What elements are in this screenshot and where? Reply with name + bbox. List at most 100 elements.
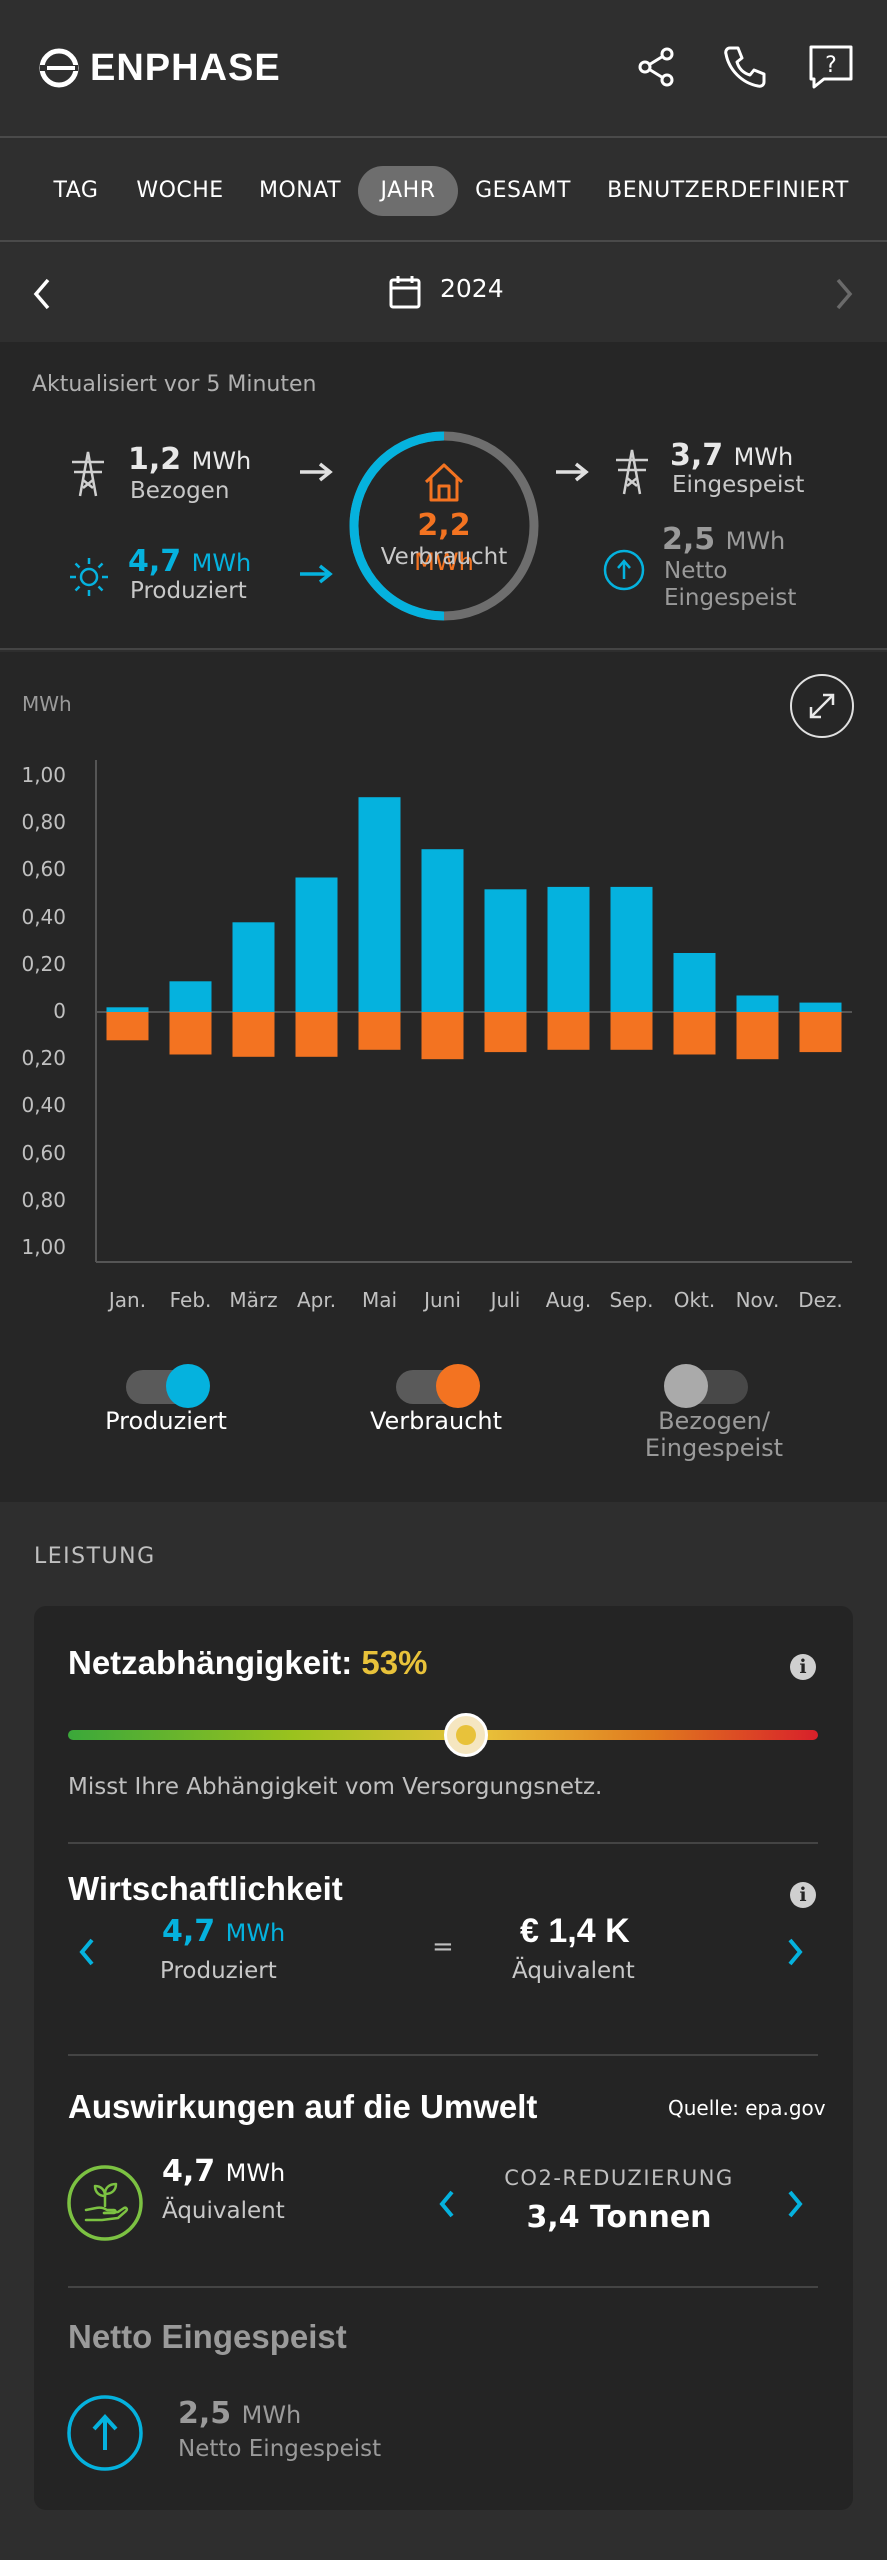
y-tick-label: 1,00: [21, 763, 66, 787]
economy-value: 4,7 MWh: [162, 1914, 286, 1949]
bar-produziert-9: [673, 953, 716, 1012]
expand-chart-button[interactable]: [790, 674, 854, 738]
chevron-left-icon[interactable]: [432, 2184, 462, 2224]
bar-chart: [95, 760, 852, 1263]
last-updated: Aktualisiert vor 5 Minuten: [32, 372, 317, 397]
bar-verbraucht-1: [169, 1012, 212, 1055]
house-icon: [424, 463, 464, 502]
performance-title: LEISTUNG: [34, 1544, 156, 1569]
toggle-knob: [664, 1364, 708, 1408]
y-tick-label: 0,20: [21, 1046, 66, 1071]
chevron-right-icon[interactable]: [830, 274, 858, 314]
equals-sign: =: [432, 1932, 454, 1962]
enphase-logo-icon: [39, 48, 79, 88]
bar-verbraucht-9: [673, 1012, 716, 1055]
bar-verbraucht-0: [106, 1012, 149, 1041]
x-tick-label: März: [229, 1288, 278, 1312]
y-tick-label: 0,40: [21, 1093, 66, 1118]
x-tick-label: Mai: [361, 1288, 398, 1312]
plant-hand-icon: [67, 2165, 143, 2241]
economy-money: € 1,4 K: [520, 1912, 630, 1950]
bar-verbraucht-10: [736, 1012, 779, 1060]
y-tick-label: 0: [53, 999, 66, 1023]
bar-verbraucht-7: [547, 1012, 590, 1050]
period-tabs: TAG WOCHE MONAT JAHR GESAMT BENUTZERDEFI…: [0, 140, 887, 242]
environment-label: Äquivalent: [162, 2198, 285, 2224]
toggle-verbraucht[interactable]: [396, 1364, 480, 1408]
chevron-left-icon[interactable]: [72, 1932, 102, 1972]
x-tick-label: Sep.: [609, 1288, 654, 1312]
toggle-bezogen-eingespeist[interactable]: [664, 1364, 748, 1408]
bar-produziert-11: [799, 1002, 842, 1012]
selected-year: 2024: [440, 274, 504, 303]
y-tick-label: 0,40: [21, 904, 66, 929]
net-export-value: 2,5 MWh: [178, 2396, 302, 2431]
divider: [68, 2054, 818, 2056]
tab-tag[interactable]: TAG: [53, 178, 99, 203]
bar-verbraucht-11: [799, 1012, 842, 1053]
co2-title: CO2-REDUZIERUNG: [504, 2166, 734, 2190]
bar-produziert-3: [295, 877, 338, 1012]
info-icon[interactable]: i: [790, 1882, 816, 1908]
brand-name: ENPHASE: [90, 46, 281, 89]
toggle-knob: [436, 1364, 480, 1408]
chart-section: MWh 1,00 0,80 0,60 0,40 0,20 0 0,20 0,40 0,60 0,8…: [0, 652, 887, 1502]
share-icon[interactable]: [632, 42, 682, 92]
bezogen-value: 1,2 MWh: [128, 442, 252, 477]
chevron-right-icon[interactable]: [780, 2184, 810, 2224]
bar-produziert-2: [232, 922, 275, 1012]
bar-produziert-1: [169, 981, 212, 1012]
svg-text:?: ?: [825, 53, 837, 78]
tab-woche[interactable]: WOCHE: [136, 178, 224, 203]
x-tick-label: Jan.: [108, 1288, 147, 1312]
grid-dependency-title: Netzabhängigkeit: 53%: [68, 1644, 428, 1681]
toggle-verbraucht-label: Verbraucht: [369, 1407, 503, 1435]
bar-produziert-5: [421, 849, 464, 1012]
eingespeist-value: 3,7 MWh: [670, 438, 794, 473]
net-export-label: Netto Eingespeist: [178, 2436, 382, 2462]
grid-tower-icon: [72, 451, 104, 497]
tab-benutzerdefiniert[interactable]: BENUTZERDEFINIERT: [607, 178, 849, 203]
x-tick-label: Juni: [424, 1288, 461, 1312]
y-tick-label: 1,00: [21, 1235, 66, 1259]
bar-verbraucht-2: [232, 1012, 275, 1057]
bezogen-label: Bezogen: [130, 478, 230, 504]
economy-title: Wirtschaftlichkeit: [68, 1870, 343, 1907]
x-tick-label: Okt.: [673, 1288, 716, 1312]
sun-icon: [70, 558, 108, 596]
tab-monat[interactable]: MONAT: [258, 178, 342, 203]
y-tick-label: 0,60: [21, 857, 66, 882]
arrow-right-icon: [300, 462, 333, 482]
bar-produziert-4: [358, 797, 401, 1012]
toggle-produziert[interactable]: [126, 1364, 210, 1408]
bar-produziert-6: [484, 889, 527, 1012]
tab-gesamt[interactable]: GESAMT: [475, 178, 571, 203]
enphase-logo: ENPHASE: [38, 44, 281, 92]
y-tick-label: 0,80: [21, 810, 66, 835]
expand-icon: [809, 693, 835, 719]
chevron-left-icon[interactable]: [28, 274, 56, 314]
toggle-bezogen-eingespeist-label: Bezogen/Eingespeist: [644, 1407, 784, 1462]
eingespeist-label: Eingespeist: [672, 472, 805, 498]
tab-jahr[interactable]: JAHR: [358, 166, 458, 216]
info-icon[interactable]: i: [790, 1654, 816, 1680]
netto-value: 2,5 MWh: [662, 522, 786, 557]
environment-value: 4,7 MWh: [162, 2154, 286, 2189]
bar-verbraucht-8: [610, 1012, 653, 1050]
bar-verbraucht-5: [421, 1012, 464, 1060]
netto-label: Netto Eingespeist: [664, 558, 797, 611]
y-tick-label: 0,20: [21, 951, 66, 976]
co2-value: 3,4 Tonnen: [526, 2200, 712, 2235]
phone-icon[interactable]: [720, 42, 770, 92]
energy-summary: Aktualisiert vor 5 Minuten 1,2 MWh Bezog…: [0, 342, 887, 650]
bar-produziert-7: [547, 886, 590, 1012]
bar-verbraucht-4: [358, 1012, 401, 1050]
chevron-right-icon[interactable]: [780, 1932, 810, 1972]
grid-tower-icon: [616, 449, 648, 495]
divider: [68, 1842, 818, 1844]
y-axis-unit: MWh: [22, 692, 72, 716]
produziert-value: 4,7 MWh: [128, 544, 252, 579]
arrow-up-circle-icon: [67, 2395, 143, 2471]
calendar-icon[interactable]: [388, 274, 422, 310]
help-icon[interactable]: ?: [806, 42, 856, 92]
